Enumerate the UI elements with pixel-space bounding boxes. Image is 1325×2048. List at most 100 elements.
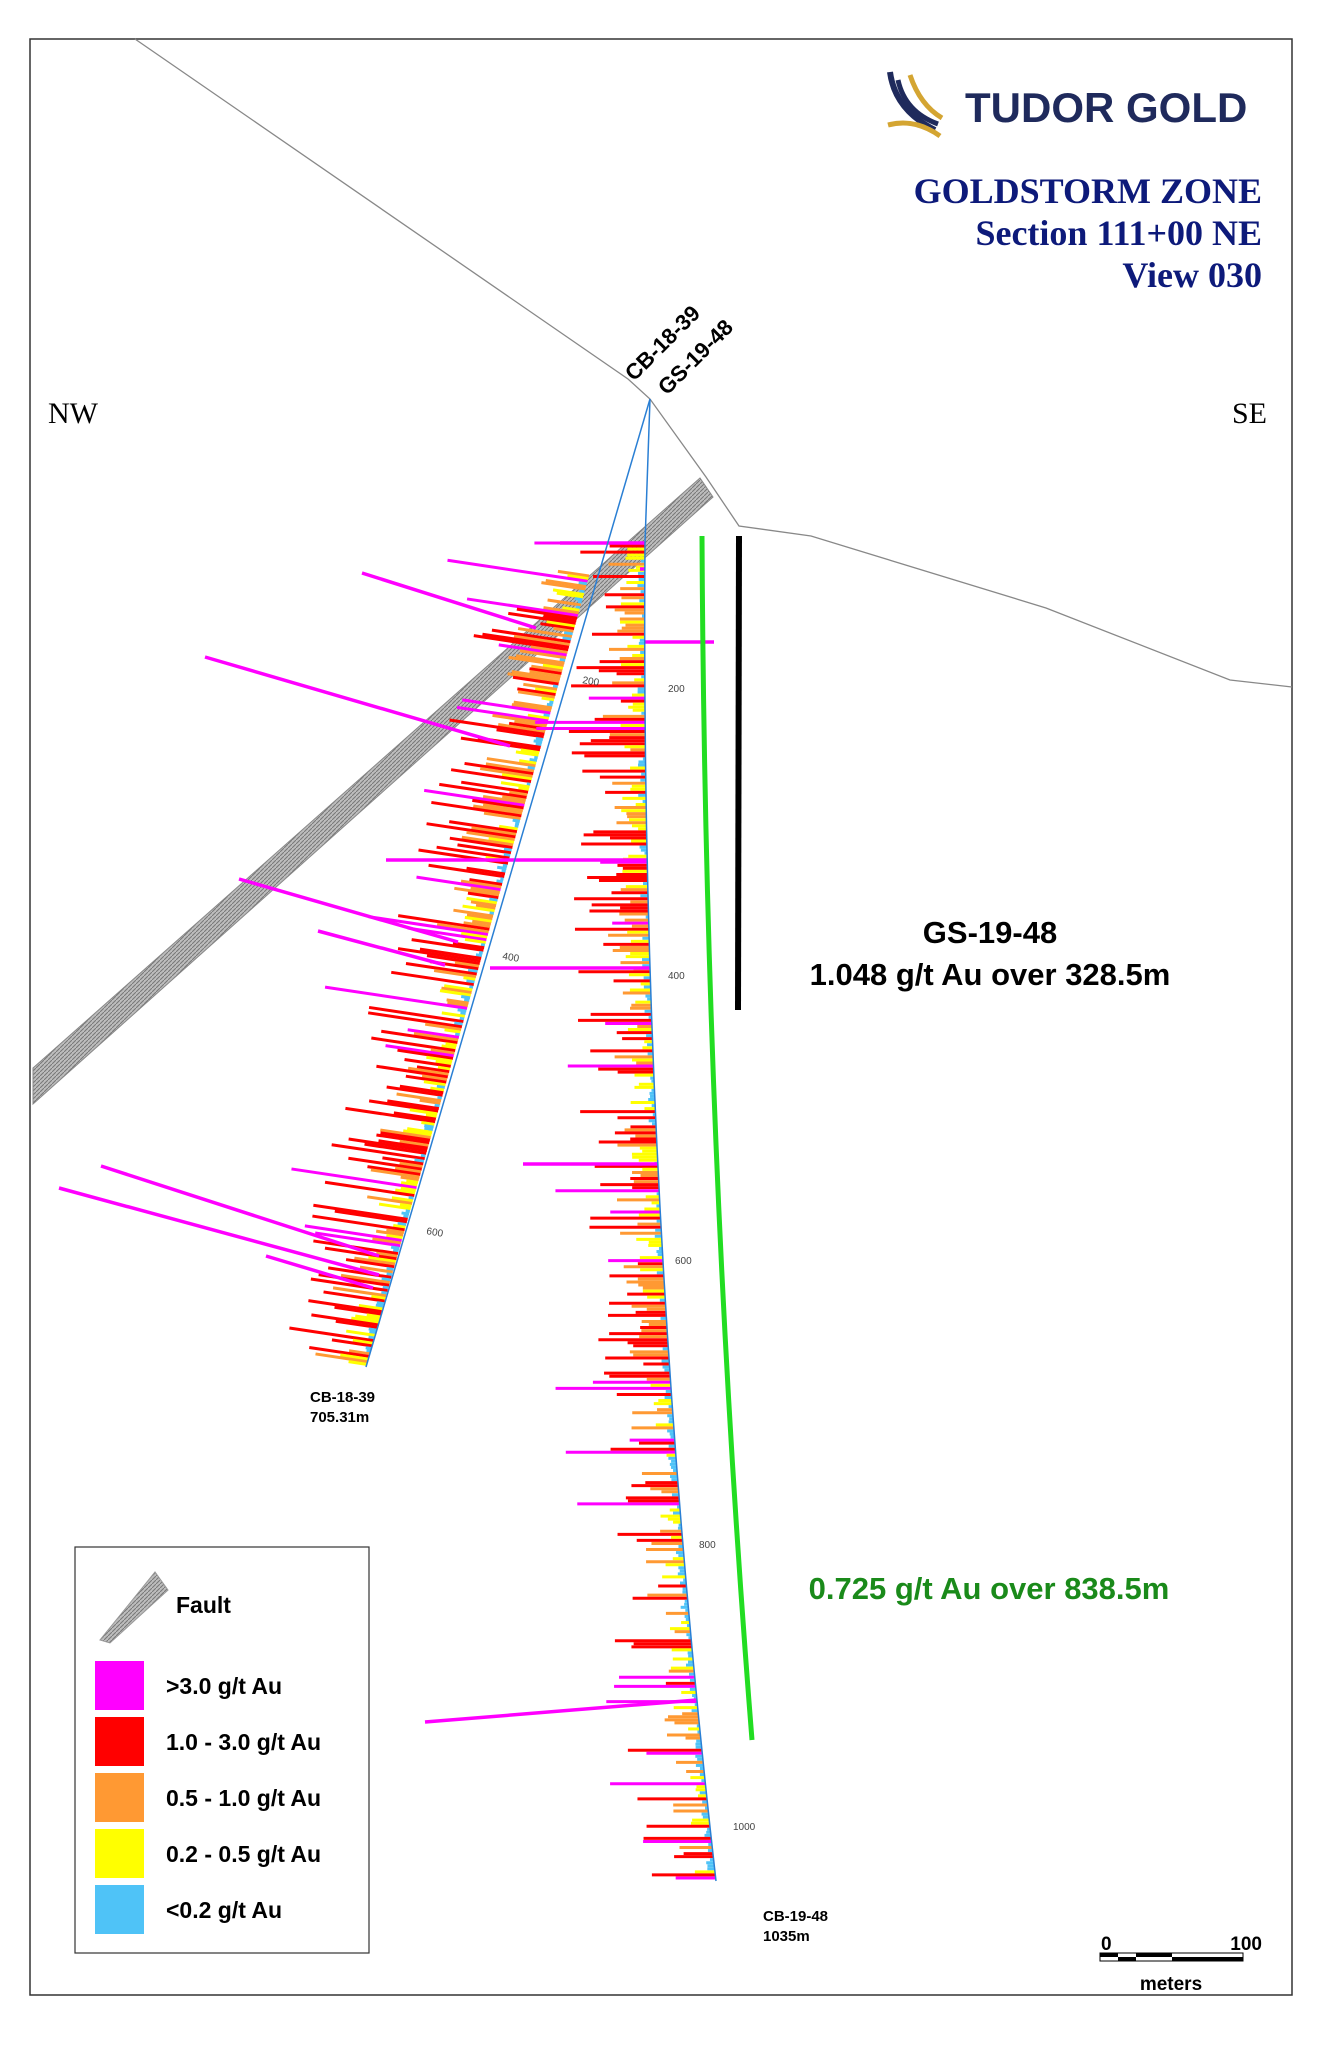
- assay-bar: [391, 970, 475, 987]
- assay-bar: [449, 718, 545, 736]
- assay-bar: [466, 896, 498, 905]
- assay-bar: [404, 1058, 451, 1068]
- green-intercept-line: [699, 535, 755, 1741]
- assay-bar: [450, 768, 532, 784]
- legend-label: <0.2 g/t Au: [166, 1897, 282, 1923]
- legend-swatch: [95, 1717, 144, 1766]
- assay-bar: [501, 773, 532, 781]
- tudor-gold-logo: TUDOR GOLD: [887, 71, 1247, 139]
- assay-bar: [508, 655, 564, 668]
- assay-bar: [473, 634, 569, 652]
- gs-end-depth: 1035m: [763, 1928, 810, 1945]
- assay-bar: [563, 631, 573, 636]
- assay-bar: [470, 886, 501, 894]
- assay-bar: [420, 1153, 426, 1158]
- assay-bar: [324, 1180, 415, 1198]
- assay-bar: [439, 989, 472, 997]
- cb-18-39-assay-bars: [58, 558, 590, 1366]
- assay-bar: [430, 1048, 455, 1055]
- assay-bar: [501, 869, 506, 873]
- assay-bar: [511, 670, 561, 681]
- assay-bar: [534, 755, 538, 760]
- gs-depth-800: 800: [699, 1540, 716, 1551]
- assay-bar: [512, 675, 559, 686]
- title-section: Section 111+00 NE: [975, 213, 1262, 253]
- assay-bar: [489, 911, 495, 915]
- assay-bar: [289, 1326, 374, 1343]
- assay-bar-high-grade: [204, 655, 511, 748]
- assay-bar: [546, 620, 576, 628]
- assay-bar-high-grade: [265, 1254, 374, 1290]
- assay-bar: [508, 611, 576, 625]
- assay-bar: [459, 1016, 465, 1021]
- assay-bar: [549, 700, 554, 705]
- assay-bar: [529, 667, 562, 676]
- assay-bar: [313, 1203, 408, 1221]
- assay-bar: [334, 1305, 382, 1316]
- legend-swatch: [95, 1829, 144, 1878]
- assay-bar: [426, 822, 516, 839]
- assay-bar: [413, 1031, 459, 1042]
- assay-bar: [526, 782, 531, 786]
- assay-bar: [390, 1245, 400, 1250]
- assay-bar: [331, 1143, 425, 1161]
- assay-bar: [502, 795, 527, 802]
- assay-bar: [401, 1211, 410, 1216]
- assay-bar: [464, 915, 492, 923]
- assay-bar: [421, 1074, 448, 1082]
- assay-bar: [523, 682, 558, 691]
- assay-bar: [372, 1237, 402, 1245]
- title-zone: GOLDSTORM ZONE: [914, 171, 1262, 211]
- assay-bar: [359, 1265, 393, 1274]
- assay-bar: [309, 1346, 370, 1358]
- assay-bar: [397, 914, 490, 931]
- assay-bar: [376, 1133, 430, 1145]
- legend-label: 1.0 - 3.0 g/t Au: [166, 1729, 321, 1755]
- cb-end-label: CB-18-39: [310, 1389, 375, 1406]
- assay-bar: [464, 761, 534, 776]
- legend-swatch: [95, 1773, 144, 1822]
- assay-bar: [473, 804, 523, 815]
- assay-bar: [380, 1128, 431, 1140]
- assay-bar: [421, 1120, 435, 1126]
- assay-bar: [466, 597, 579, 618]
- assay-bar: [397, 947, 481, 963]
- assay-bar: [466, 866, 506, 876]
- assay-bar: [546, 702, 553, 707]
- assay-bar: [496, 865, 507, 871]
- assay-bar: [514, 821, 520, 826]
- assay-bar: [371, 1036, 456, 1053]
- assay-bar: [511, 703, 552, 712]
- assay-bar: [371, 1294, 386, 1300]
- assay-bar: [517, 687, 556, 697]
- assay-bar: [324, 1246, 397, 1261]
- assay-bar-high-grade: [317, 929, 446, 967]
- assay-bar: [541, 696, 555, 702]
- black-intercept-line: [735, 535, 742, 1011]
- assay-bar: [397, 1221, 407, 1227]
- assay-bar: [445, 1042, 457, 1047]
- assay-bar: [441, 1011, 466, 1018]
- assay-bar: [428, 863, 505, 879]
- assay-bar: [332, 1286, 387, 1298]
- assay-bar: [378, 1139, 428, 1150]
- assay-bar: [368, 1099, 439, 1113]
- assay-bar: [460, 879, 502, 889]
- assay-bar: [530, 645, 568, 654]
- assay-bar: [409, 1108, 438, 1116]
- assay-bar: [345, 1106, 436, 1124]
- legend-fault-label: Fault: [176, 1592, 231, 1618]
- assay-bar: [311, 1313, 379, 1327]
- assay-bar: [518, 786, 530, 792]
- assay-bar: [315, 1352, 368, 1364]
- assay-bar: [562, 636, 572, 641]
- direction-nw: NW: [48, 397, 99, 430]
- assay-bar: [453, 908, 494, 918]
- assay-bar: [543, 713, 550, 718]
- cb-end-depth: 705.31m: [310, 1409, 369, 1426]
- assay-bar: [351, 1316, 379, 1324]
- assay-bar: [531, 664, 563, 673]
- assay-bar: [466, 979, 475, 984]
- topography-line: [134, 38, 1293, 688]
- cb-depth-200: 200: [581, 675, 600, 689]
